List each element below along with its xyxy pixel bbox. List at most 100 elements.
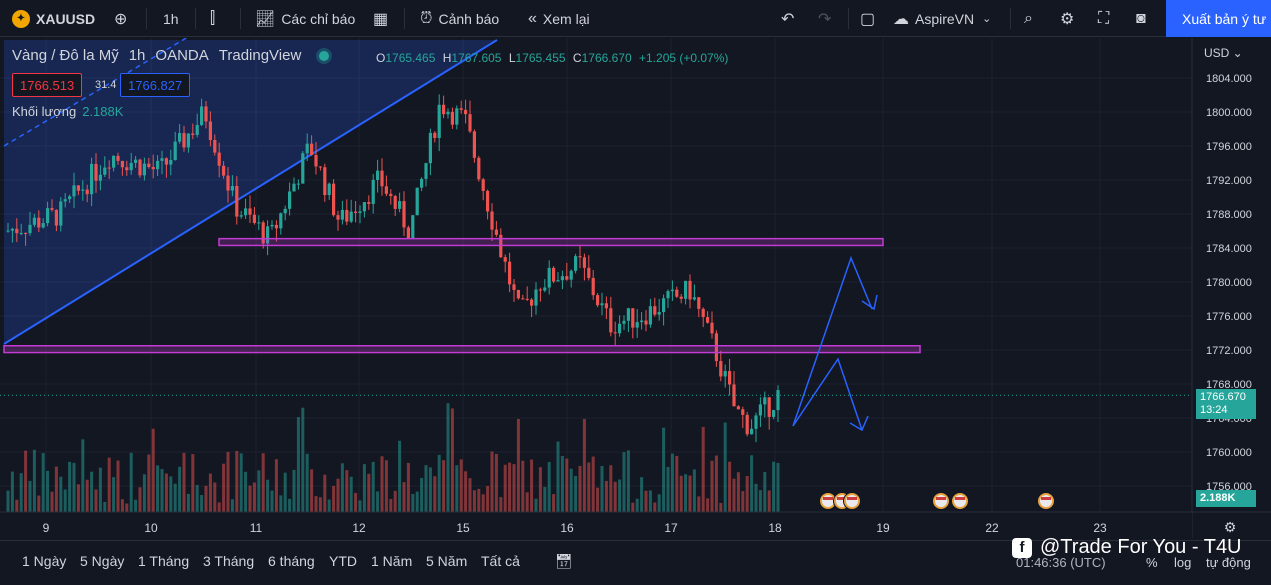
publish-idea-button[interactable]: Xuất bản ý tư	[1166, 0, 1271, 37]
volume-bar	[318, 497, 322, 512]
candle-body	[684, 280, 688, 299]
volume-bar	[736, 472, 740, 512]
range-button[interactable]: 3 Tháng	[203, 553, 255, 569]
range-button[interactable]: 1 Năm	[371, 553, 413, 569]
volume-bar	[666, 466, 670, 512]
range-button[interactable]: 5 Ngày	[80, 553, 125, 569]
volume-bar	[244, 471, 248, 512]
volume-bar	[296, 417, 300, 512]
percent-toggle[interactable]: %	[1146, 555, 1158, 570]
divider	[195, 8, 196, 29]
chart-type-button[interactable]: ⫿	[210, 0, 221, 37]
axis-settings-gear-icon[interactable]: ⚙	[1224, 520, 1237, 536]
replay-label: Xem lại	[542, 10, 590, 27]
volume-bar	[512, 464, 516, 512]
volume-bar	[697, 496, 701, 512]
projection-path-down[interactable]	[792, 357, 863, 431]
candle-body	[763, 397, 767, 405]
buy-button[interactable]: 1766.827	[120, 73, 191, 97]
flag-inner	[935, 495, 947, 507]
bar-countdown: 13:24	[1200, 404, 1228, 416]
arrow-head-icon	[849, 415, 869, 432]
candle-body	[120, 160, 124, 168]
alarm-clock-icon: ⏰︎	[420, 9, 433, 27]
volume-bar	[332, 485, 336, 512]
current-price-tag: 1766.670 13:24	[1196, 389, 1256, 419]
flag-inner	[846, 495, 858, 507]
volume-bar	[160, 469, 164, 512]
price-axis-panel[interactable]	[1192, 38, 1271, 538]
price-zone[interactable]	[3, 345, 921, 354]
candle-body	[767, 397, 771, 417]
volume-bar	[173, 483, 177, 512]
trendline[interactable]	[3, 39, 498, 345]
range-button[interactable]: Tất cả	[481, 553, 520, 569]
range-button[interactable]: 5 Năm	[426, 553, 468, 569]
currency-select[interactable]: USD ⌄	[1204, 46, 1243, 60]
search-button[interactable]: ⌕	[1024, 0, 1039, 37]
flag-inner	[954, 495, 966, 507]
range-button[interactable]: YTD	[329, 553, 357, 569]
replay-button[interactable]: « Xem lại	[528, 0, 590, 37]
interval-button[interactable]: 1h	[163, 0, 179, 37]
candle-body	[107, 167, 111, 169]
volume-bar	[402, 482, 406, 512]
trendline-dashed[interactable]	[3, 38, 220, 147]
candle-body	[85, 189, 89, 195]
fullscreen-button[interactable]: ⛶	[1098, 0, 1115, 37]
undo-button[interactable]: ↶	[781, 0, 800, 37]
candle-body	[371, 179, 375, 204]
goto-date-button[interactable]: 📅︎	[555, 553, 573, 570]
sell-button[interactable]: 1766.513	[12, 73, 83, 97]
alerts-button[interactable]: ⏰︎ Cảnh báo	[420, 0, 499, 37]
candle-body	[327, 183, 331, 196]
candle-body	[76, 185, 80, 191]
redo-button[interactable]: ↷	[818, 0, 837, 37]
volume-bar	[151, 428, 155, 512]
auto-toggle[interactable]: tự động	[1206, 555, 1251, 570]
candle-body	[670, 289, 674, 292]
symbol-search[interactable]: ✦ XAUUSD	[12, 0, 95, 37]
price-tick-label: 1788.000	[1206, 209, 1252, 221]
volume-bar	[257, 470, 261, 512]
settings-button[interactable]: ⚙	[1060, 0, 1080, 37]
volume-bar	[98, 467, 102, 512]
candle-body	[323, 167, 327, 196]
candle-body	[613, 332, 617, 334]
indicators-button[interactable]: 📈︎ Các chỉ báo	[255, 0, 355, 37]
time-axis-panel[interactable]	[0, 512, 1192, 538]
price-chart[interactable]: 1804.000 1800.000 1796.000 1792.000 1788.000…	[0, 38, 1271, 538]
volume-bar	[767, 490, 771, 512]
candle-body	[736, 406, 740, 410]
layouts-button[interactable]: ▦	[373, 0, 394, 37]
candle-body	[68, 196, 72, 200]
volume-bar	[116, 460, 120, 512]
account-menu[interactable]: ☁ AspireVN ⌄	[893, 0, 991, 37]
volume-bar	[134, 499, 138, 512]
candle-body	[125, 167, 129, 171]
candle-body	[380, 170, 384, 187]
high-label: H	[442, 51, 452, 65]
range-button[interactable]: 6 tháng	[268, 553, 315, 569]
candle-body	[560, 276, 564, 281]
candle-body	[81, 189, 85, 191]
utc-clock[interactable]: 01:46:36 (UTC)	[1016, 555, 1106, 570]
volume-bar	[50, 491, 54, 512]
volume-value: 2.188K	[82, 104, 124, 119]
snapshot-button[interactable]: ◙	[1136, 0, 1152, 37]
candle-body	[538, 289, 542, 291]
compare-add-button[interactable]: ⊕	[114, 0, 133, 37]
candle-body	[662, 298, 666, 313]
fullscreen-chart-button[interactable]: ▢	[860, 0, 881, 37]
projection-path-up[interactable]	[792, 255, 873, 427]
price-zone[interactable]	[218, 237, 884, 247]
volume-bar	[301, 407, 305, 512]
volume-bar	[63, 489, 67, 512]
volume-bar	[622, 452, 626, 512]
range-button[interactable]: 1 Tháng	[138, 553, 190, 569]
volume-bar	[230, 499, 234, 512]
log-toggle[interactable]: log	[1174, 555, 1191, 570]
chart-area[interactable]: 1804.000 1800.000 1796.000 1792.000 1788.000…	[0, 38, 1271, 538]
range-button[interactable]: 1 Ngày	[22, 553, 67, 569]
candle-body	[54, 209, 58, 226]
